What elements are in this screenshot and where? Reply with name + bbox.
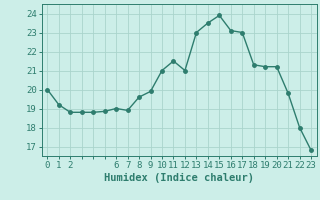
X-axis label: Humidex (Indice chaleur): Humidex (Indice chaleur) — [104, 173, 254, 183]
